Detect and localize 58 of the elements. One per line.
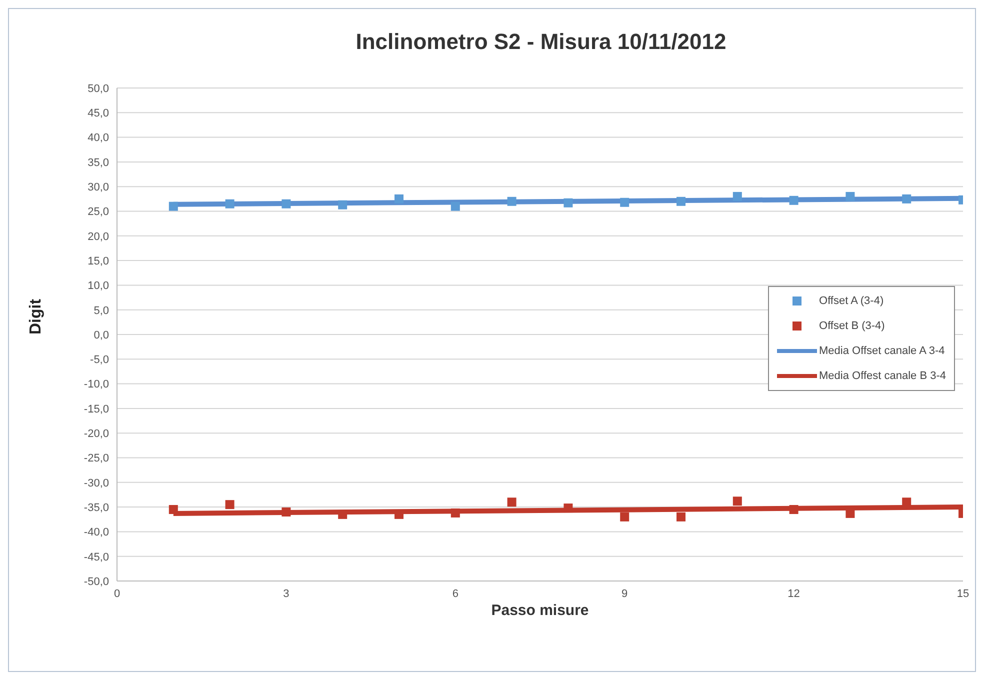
- y-tick-label: -10,0: [84, 378, 109, 391]
- point: [450, 202, 460, 211]
- y-tick-label: -50,0: [84, 576, 109, 588]
- point: [902, 194, 912, 204]
- y-tick-label: 45,0: [88, 108, 109, 120]
- y-tick-label: -30,0: [84, 477, 109, 490]
- point: [846, 192, 855, 201]
- point: [507, 196, 516, 206]
- x-axis-title: Passo misure: [491, 602, 589, 619]
- y-tick-label: 30,0: [88, 182, 109, 194]
- point: [564, 504, 573, 513]
- y-tick-label: -40,0: [84, 526, 109, 539]
- y-tick-label: -45,0: [84, 551, 109, 564]
- x-tick-label: 6: [452, 588, 458, 600]
- legend-label: Media Offest canale B 3-4: [819, 370, 946, 382]
- point: [282, 507, 291, 516]
- chart-title: Inclinometro S2 - Misura 10/11/2012: [354, 29, 728, 55]
- y-tick-label: -5,0: [90, 354, 109, 366]
- y-tick-label: 20,0: [88, 230, 109, 243]
- point: [225, 199, 234, 208]
- legend-label: Offset B (3-4): [819, 320, 885, 332]
- point: [564, 198, 573, 208]
- y-tick-label: 50,0: [88, 82, 109, 95]
- point: [732, 496, 742, 506]
- point: [676, 512, 686, 522]
- point: [789, 505, 798, 514]
- point: [450, 508, 460, 518]
- x-tick-label: 9: [622, 588, 628, 600]
- y-tick-label: -15,0: [84, 403, 109, 416]
- point: [225, 500, 234, 510]
- point: [507, 498, 516, 507]
- x-tick-label: 0: [114, 588, 120, 600]
- point: [282, 199, 291, 208]
- point: [338, 200, 348, 210]
- x-tick-label: 12: [788, 588, 800, 600]
- y-tick-label: 0,0: [94, 329, 109, 342]
- legend-label: Offset A (3-4): [819, 294, 884, 306]
- y-tick-label: -20,0: [84, 428, 109, 440]
- y-tick-label: 10,0: [88, 280, 109, 292]
- point: [168, 505, 178, 514]
- point: [676, 196, 686, 206]
- y-tick-label: 35,0: [88, 156, 109, 169]
- y-axis-title: Digit: [28, 298, 45, 334]
- y-tick-label: 40,0: [88, 132, 109, 144]
- point: [394, 194, 404, 204]
- point: [620, 512, 630, 522]
- point: [732, 192, 742, 201]
- y-tick-label: 5,0: [94, 304, 109, 317]
- y-tick-label: -25,0: [84, 452, 109, 465]
- y-tick-label: -35,0: [84, 502, 109, 514]
- y-tick-label: 15,0: [88, 255, 109, 268]
- point: [168, 202, 178, 211]
- x-tick-label: 3: [283, 588, 290, 600]
- x-tick-label: 15: [956, 588, 970, 600]
- legend-label: Media Offset canale A 3-4: [819, 344, 945, 356]
- point: [620, 198, 630, 207]
- point: [789, 196, 798, 205]
- y-tick-label: 25,0: [88, 206, 109, 218]
